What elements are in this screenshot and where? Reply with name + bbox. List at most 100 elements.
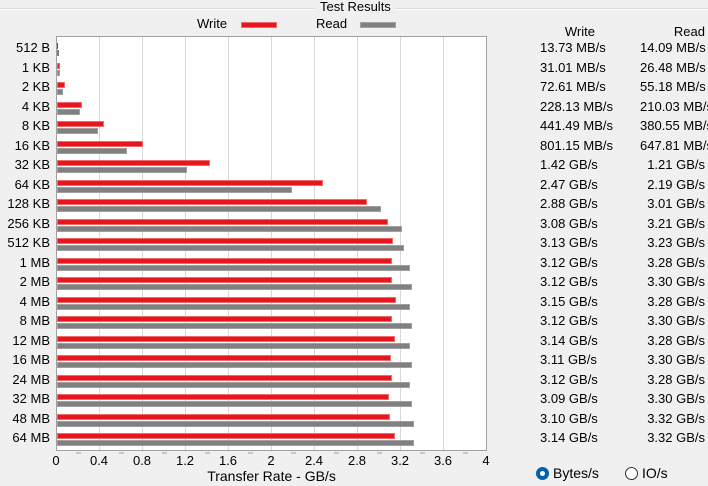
bytes-per-second-label: Bytes/s (553, 465, 599, 481)
table-cell-read: 26.48 MB/s (640, 59, 706, 75)
write-bar (57, 199, 367, 205)
table-cell-read: 55.18 MB/s (640, 79, 706, 94)
write-bar (57, 257, 393, 264)
x-axis-tick-label: 2.8 (347, 453, 367, 468)
table-cell-read: 380.55 MB/s (640, 118, 708, 133)
table-cell-write: 3.11 GB/s (540, 352, 597, 367)
x-axis-minor-tick (462, 452, 468, 454)
legend-write-label: Write (197, 16, 228, 31)
read-bar (57, 225, 403, 232)
y-axis-label: 4 MB (19, 293, 50, 309)
read-bar (57, 245, 405, 251)
table-cell-read: 1.21 GB/s (647, 157, 705, 172)
x-axis-minor-tick (333, 452, 339, 454)
read-bar (57, 50, 59, 56)
legend-read-swatch (360, 22, 396, 28)
write-bar (57, 179, 323, 186)
table-cell-read: 3.30 GB/s (647, 313, 705, 328)
table-cell-read: 2.19 GB/s (647, 176, 705, 192)
y-axis-label: 32 KB (14, 157, 50, 172)
read-bar (57, 89, 63, 95)
write-bar (57, 277, 393, 283)
read-bar (57, 303, 410, 310)
table-cell-read: 3.32 GB/s (647, 410, 705, 426)
table-header-write: Write (564, 24, 595, 39)
read-bar (57, 69, 60, 76)
table-cell-read: 3.28 GB/s (647, 254, 705, 270)
write-bar (57, 140, 144, 147)
x-axis-minor-tick (419, 452, 425, 454)
x-axis-tick-label: 1.2 (175, 453, 195, 468)
write-bar (57, 413, 391, 420)
table-cell-write: 3.12 GB/s (540, 274, 598, 289)
y-axis-label: 16 MB (12, 352, 50, 367)
chart-title: Test Results (316, 0, 395, 14)
table-cell-write: 3.08 GB/s (540, 215, 598, 231)
read-bar (57, 420, 414, 427)
write-bar (57, 218, 389, 225)
write-bar (57, 355, 392, 361)
read-bar (57, 342, 410, 349)
y-axis-label: 512 KB (7, 235, 50, 250)
table-cell-read: 3.30 GB/s (647, 274, 705, 289)
table-cell-write: 228.13 MB/s (540, 98, 613, 114)
bar-chart-plot-area (56, 36, 487, 451)
y-axis-label: 2 KB (21, 79, 50, 94)
table-cell-read: 3.28 GB/s (647, 293, 705, 309)
read-bar (57, 128, 98, 134)
write-bar (57, 62, 61, 69)
radio-selected-icon (536, 466, 549, 480)
y-axis-label: 64 MB (12, 430, 50, 445)
io-per-second-label: IO/s (642, 465, 668, 481)
table-cell-write: 2.47 GB/s (540, 176, 598, 192)
gridline (443, 37, 444, 450)
table-cell-write: 801.15 MB/s (540, 137, 613, 153)
read-bar (57, 440, 414, 446)
x-axis-minor-tick (247, 452, 253, 454)
write-bar (57, 296, 396, 303)
write-bar (57, 160, 210, 166)
y-axis-label: 512 B (16, 40, 50, 55)
gridline (400, 37, 401, 450)
table-cell-write: 72.61 MB/s (540, 79, 606, 94)
table-cell-read: 3.23 GB/s (647, 235, 705, 250)
write-bar (57, 101, 82, 108)
y-axis-label: 8 MB (19, 313, 50, 328)
table-header-read: Read (673, 24, 705, 39)
read-bar (57, 401, 412, 407)
chart-legend: Write Read (0, 16, 500, 34)
x-axis-minor-tick (161, 452, 167, 454)
x-axis-tick-label: 0.8 (132, 453, 152, 468)
bytes-per-second-radio[interactable]: Bytes/s (536, 465, 599, 481)
table-cell-write: 3.14 GB/s (540, 332, 598, 348)
x-axis-tick-label: 3.2 (390, 453, 410, 468)
x-axis-minor-tick (204, 452, 210, 454)
y-axis-label: 2 MB (19, 274, 50, 289)
legend-read-label: Read (316, 16, 348, 31)
y-axis-label: 1 MB (19, 254, 50, 270)
read-bar (57, 323, 412, 329)
y-axis-label: 8 KB (21, 118, 50, 133)
table-cell-read: 3.01 GB/s (647, 196, 705, 211)
y-axis-label: 16 KB (14, 137, 50, 153)
x-axis-tick-label: 0.4 (89, 453, 109, 468)
table-cell-write: 3.14 GB/s (540, 430, 598, 445)
y-axis-label: 1 KB (21, 59, 50, 75)
table-cell-read: 3.32 GB/s (647, 430, 705, 445)
read-bar (57, 108, 80, 115)
table-cell-read: 3.28 GB/s (647, 332, 705, 348)
table-cell-write: 1.42 GB/s (540, 157, 598, 172)
read-bar (57, 284, 412, 290)
table-cell-write: 3.12 GB/s (540, 313, 598, 328)
table-cell-read: 647.81 MB/s (640, 137, 708, 153)
io-per-second-radio[interactable]: IO/s (625, 465, 668, 481)
y-axis-label: 24 MB (12, 371, 50, 387)
x-axis-tick-label: 0 (52, 453, 60, 468)
read-bar (57, 167, 188, 173)
read-bar (57, 362, 412, 368)
x-axis-tick-label: 1.6 (218, 453, 238, 468)
table-cell-write: 441.49 MB/s (540, 118, 613, 133)
table-cell-write: 3.10 GB/s (540, 410, 598, 426)
x-axis-minor-tick (376, 452, 382, 454)
y-axis-label: 32 MB (12, 391, 50, 406)
